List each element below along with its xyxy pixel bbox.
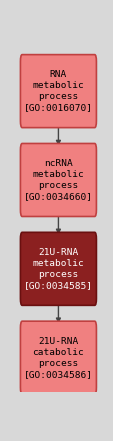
Text: ncRNA
metabolic
process
[GO:0034660]: ncRNA metabolic process [GO:0034660]: [24, 159, 92, 201]
FancyBboxPatch shape: [20, 143, 96, 217]
Text: 21U-RNA
metabolic
process
[GO:0034585]: 21U-RNA metabolic process [GO:0034585]: [24, 248, 92, 290]
Text: RNA
metabolic
process
[GO:0016070]: RNA metabolic process [GO:0016070]: [24, 70, 92, 112]
Text: 21U-RNA
catabolic
process
[GO:0034586]: 21U-RNA catabolic process [GO:0034586]: [24, 336, 92, 379]
FancyBboxPatch shape: [20, 321, 96, 394]
FancyBboxPatch shape: [20, 232, 96, 305]
FancyBboxPatch shape: [20, 55, 96, 127]
